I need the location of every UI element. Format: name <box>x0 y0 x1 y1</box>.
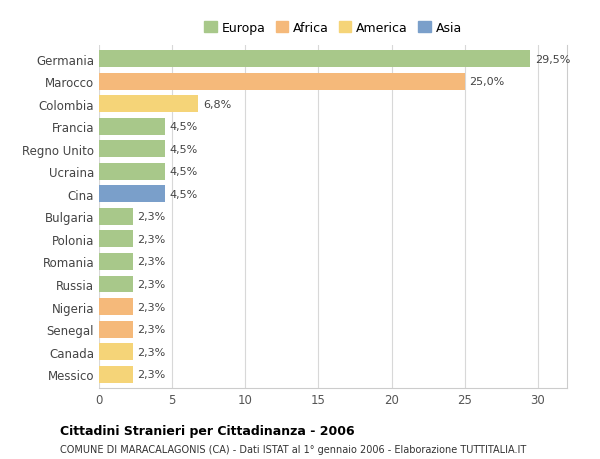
Text: 29,5%: 29,5% <box>535 55 570 64</box>
Bar <box>99 186 165 203</box>
Text: Cittadini Stranieri per Cittadinanza - 2006: Cittadini Stranieri per Cittadinanza - 2… <box>60 425 355 437</box>
Text: 2,3%: 2,3% <box>137 212 165 222</box>
Bar <box>99 118 165 135</box>
Text: 2,3%: 2,3% <box>137 302 165 312</box>
Text: 2,3%: 2,3% <box>137 257 165 267</box>
Bar <box>99 366 133 383</box>
Bar <box>99 141 165 158</box>
Text: COMUNE DI MARACALAGONIS (CA) - Dati ISTAT al 1° gennaio 2006 - Elaborazione TUTT: COMUNE DI MARACALAGONIS (CA) - Dati ISTA… <box>60 444 526 454</box>
Bar <box>99 51 530 68</box>
Text: 2,3%: 2,3% <box>137 347 165 357</box>
Text: 4,5%: 4,5% <box>169 122 197 132</box>
Text: 2,3%: 2,3% <box>137 235 165 244</box>
Legend: Europa, Africa, America, Asia: Europa, Africa, America, Asia <box>200 18 466 39</box>
Bar <box>99 321 133 338</box>
Text: 4,5%: 4,5% <box>169 190 197 199</box>
Bar <box>99 343 133 360</box>
Text: 2,3%: 2,3% <box>137 369 165 379</box>
Text: 6,8%: 6,8% <box>203 100 231 109</box>
Text: 25,0%: 25,0% <box>469 77 504 87</box>
Text: 2,3%: 2,3% <box>137 325 165 334</box>
Text: 4,5%: 4,5% <box>169 167 197 177</box>
Text: 4,5%: 4,5% <box>169 145 197 154</box>
Bar <box>99 253 133 270</box>
Bar <box>99 73 464 90</box>
Bar <box>99 276 133 293</box>
Bar <box>99 96 199 113</box>
Bar <box>99 298 133 315</box>
Bar <box>99 208 133 225</box>
Bar <box>99 231 133 248</box>
Bar <box>99 163 165 180</box>
Text: 2,3%: 2,3% <box>137 280 165 289</box>
